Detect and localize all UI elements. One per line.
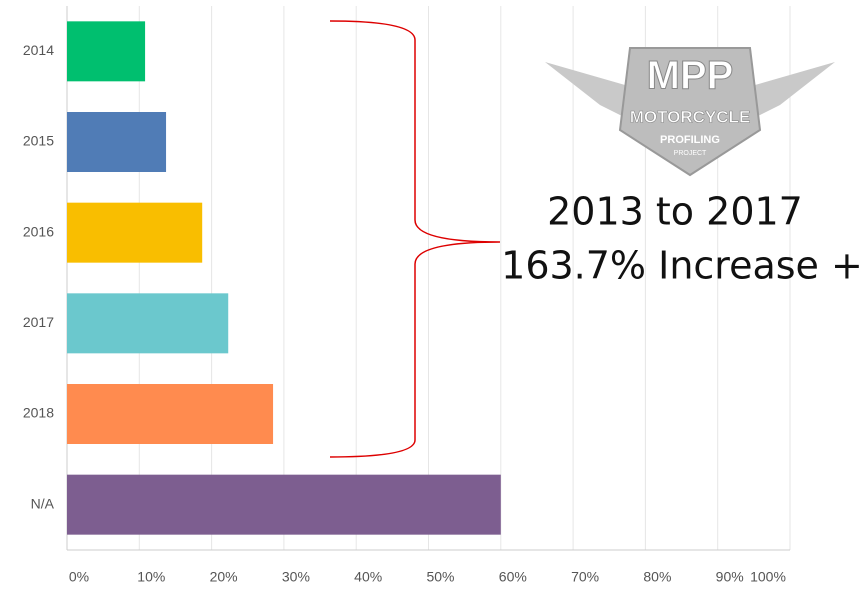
logo-wings	[545, 62, 835, 120]
brace	[329, 20, 501, 458]
y-tick-label: 2015	[23, 133, 54, 149]
bar	[67, 474, 501, 535]
x-tick-label: 90%	[716, 569, 744, 585]
x-tick-label: 70%	[571, 569, 599, 585]
y-tick-label: 2017	[23, 314, 54, 330]
logo-shield	[618, 47, 762, 177]
y-tick-label: 2018	[23, 405, 54, 421]
logo-text: MOTORCYCLE	[630, 107, 751, 126]
x-tick-label: 0%	[69, 569, 89, 585]
bar	[67, 202, 203, 263]
bar	[67, 384, 274, 444]
x-tick-label: 40%	[354, 569, 382, 585]
logo-text: PROJECT	[674, 150, 707, 157]
x-tick-label: 10%	[137, 569, 165, 585]
y-tick-label: N/A	[31, 495, 55, 511]
x-tick-label: 100%	[750, 569, 786, 585]
bar	[67, 293, 229, 354]
x-tick-label: 60%	[499, 569, 527, 585]
annotation: 2013 to 2017	[547, 190, 803, 234]
x-tick-label: 50%	[426, 569, 454, 585]
annotation: 163.7% Increase +	[501, 244, 861, 288]
y-tick-label: 2016	[23, 223, 54, 239]
y-tick-label: 2014	[23, 42, 54, 58]
x-tick-label: 30%	[282, 569, 310, 585]
logo-text: PROFILING	[660, 134, 720, 146]
x-tick-label: 80%	[643, 569, 671, 585]
logo: MPP MOTORCYCLE PROFILING PROJECT	[545, 47, 835, 177]
bar	[67, 112, 167, 172]
logo-text: MPP	[647, 54, 734, 98]
x-tick-label: 20%	[210, 569, 238, 585]
bar	[67, 21, 146, 82]
